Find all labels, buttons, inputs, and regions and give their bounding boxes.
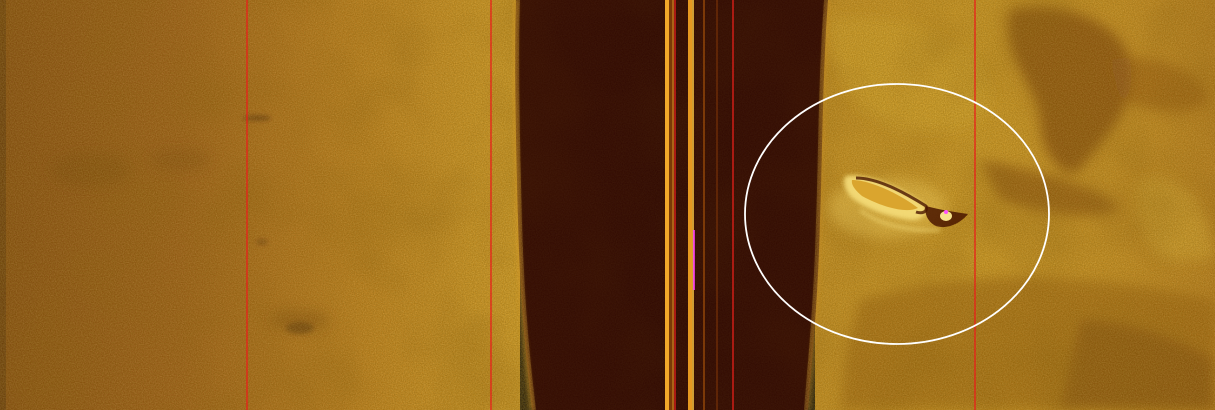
target-marker-ring[interactable] [744, 83, 1050, 345]
port-bottom-return [513, 0, 534, 410]
magenta-anomaly [693, 230, 695, 290]
starboard-bottom-return [806, 0, 830, 410]
wreck-shadow-icon [828, 175, 968, 238]
range-lines [246, 0, 976, 410]
nadir-track [665, 0, 718, 410]
